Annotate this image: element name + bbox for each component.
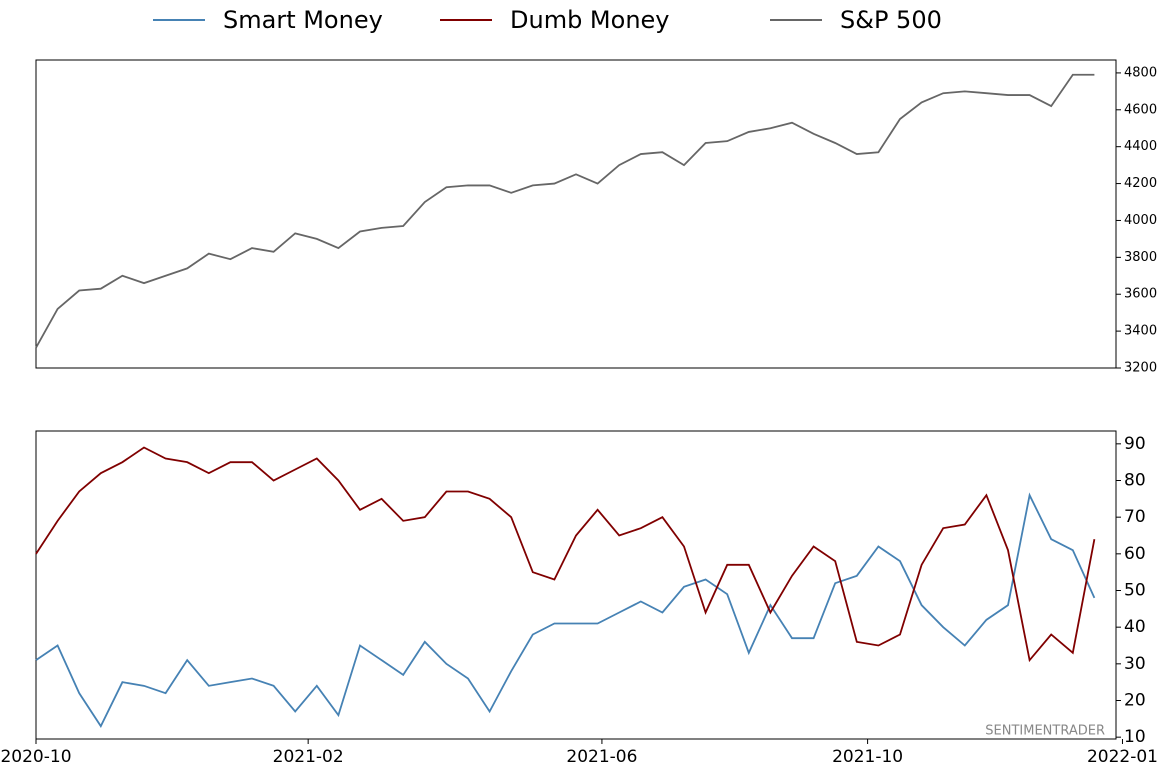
y-tick-label: 90 [1124, 434, 1146, 454]
y-tick-label: 4800 [1124, 65, 1157, 80]
y-tick-label: 3600 [1124, 287, 1157, 302]
series-line [35, 492, 1096, 728]
y-tick-label: 10 [1124, 727, 1146, 747]
series-line [35, 446, 1096, 663]
y-tick-label: 4400 [1124, 139, 1157, 154]
y-tick-label: 4600 [1124, 102, 1157, 117]
x-tick-label: 2020-10 [0, 747, 71, 767]
x-tick-label: 2021-06 [566, 747, 637, 767]
y-tick-label: 20 [1124, 691, 1146, 711]
y-tick-label: 80 [1124, 471, 1146, 491]
legend-label: Smart Money [223, 6, 383, 34]
y-tick-label: 30 [1124, 654, 1146, 674]
y-tick-label: 70 [1124, 507, 1146, 527]
y-tick-label: 50 [1124, 581, 1146, 601]
bottom-panel-frame [35, 430, 1117, 740]
y-tick-label: 4200 [1124, 176, 1157, 191]
y-tick-label: 40 [1124, 617, 1146, 637]
series-line [35, 73, 1095, 349]
y-tick-label: 3200 [1124, 361, 1157, 376]
x-tick-label: 2021-10 [832, 747, 903, 767]
top-panel-frame [35, 59, 1117, 369]
legend-label: Dumb Money [510, 6, 670, 34]
y-tick-label: 3800 [1124, 250, 1157, 265]
x-tick-label: 2022-01 [1087, 747, 1158, 767]
legend-label: S&P 500 [840, 6, 942, 34]
x-tick-label: 2021-02 [273, 747, 344, 767]
y-tick-label: 3400 [1124, 324, 1157, 339]
y-tick-label: 4000 [1124, 213, 1157, 228]
y-tick-label: 60 [1124, 544, 1146, 564]
watermark: SENTIMENTRADER [985, 724, 1105, 739]
